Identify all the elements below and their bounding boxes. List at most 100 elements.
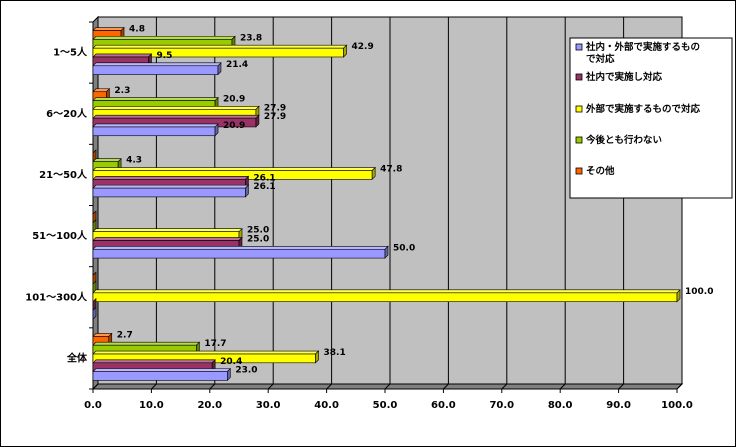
- bar-top-face: [92, 106, 260, 110]
- legend-label: 社内で実施し対応: [585, 71, 663, 83]
- data-label: 20.9: [223, 95, 245, 105]
- data-label: 9.5: [156, 51, 172, 61]
- x-tick-label: 40.0: [314, 400, 339, 411]
- bar-side-face: [92, 306, 97, 320]
- data-label: 100.0: [685, 287, 713, 297]
- bar-top-face: [92, 228, 243, 232]
- bar-top-face: [92, 123, 219, 128]
- floor-gridline: [443, 383, 449, 390]
- x-tick-label: 10.0: [139, 400, 164, 411]
- bar-side-face: [245, 184, 249, 198]
- x-tick-label: 60.0: [431, 400, 456, 411]
- bar[interactable]: [92, 371, 228, 381]
- bar-side-face: [676, 289, 681, 303]
- x-tick-label: 0.0: [84, 400, 102, 411]
- x-tick-label: 100.0: [661, 400, 693, 411]
- floor-gridline: [92, 383, 99, 390]
- x-tick-label: 20.0: [197, 400, 222, 411]
- bar-top-face: [92, 289, 681, 294]
- legend-label: 外部で実施するもので対応: [585, 103, 701, 115]
- data-label: 26.1: [253, 173, 275, 183]
- legend-swatch: [575, 136, 583, 144]
- x-tick-label: 70.0: [489, 400, 514, 411]
- floor-gridline: [559, 383, 566, 390]
- category-label: 51～100人: [32, 229, 88, 242]
- data-label: 20.4: [220, 357, 242, 367]
- bar-top-face: [92, 184, 250, 189]
- legend-swatch: [575, 73, 583, 81]
- data-label: 47.8: [380, 165, 402, 175]
- data-label: 27.9: [264, 103, 286, 113]
- bar-top-face: [92, 237, 243, 241]
- legend-swatch: [575, 105, 583, 113]
- data-label: 42.9: [352, 42, 374, 52]
- legend-label-cont: で対応: [586, 53, 615, 65]
- x-tick-label: 30.0: [256, 400, 281, 411]
- data-label: 4.8: [129, 25, 145, 35]
- bar[interactable]: [92, 126, 216, 137]
- legend-box: [569, 37, 733, 199]
- bar-top-face: [92, 167, 376, 171]
- data-label: 23.0: [235, 366, 257, 376]
- x-tick-label: 50.0: [373, 400, 398, 411]
- data-label: 50.0: [393, 243, 415, 253]
- bar-top-face: [92, 176, 250, 180]
- bar-top-face: [92, 44, 348, 49]
- category-label: 21～50人: [39, 168, 88, 181]
- legend-label: その他: [586, 165, 615, 177]
- bar-top-face: [92, 341, 201, 346]
- bar-side-face: [384, 245, 389, 259]
- data-label: 20.9: [223, 121, 245, 131]
- bar-top-face: [92, 27, 125, 31]
- data-label: 26.1: [253, 182, 275, 192]
- data-label: 25.0: [247, 234, 269, 244]
- category-label: 6～20人: [46, 107, 88, 120]
- bar-side-face: [214, 123, 219, 137]
- bar-top-face: [92, 62, 222, 67]
- legend-label: 社内・外部で実施するもの: [585, 41, 700, 53]
- bar-top-face: [92, 368, 232, 372]
- x-tick-label: 80.0: [548, 400, 573, 411]
- data-label: 25.0: [247, 226, 269, 236]
- x-tick-label: 90.0: [606, 400, 631, 411]
- category-label: 全体: [66, 351, 88, 364]
- data-label: 17.7: [204, 339, 226, 349]
- floor-gridline: [384, 383, 391, 390]
- data-label: 23.8: [240, 33, 262, 43]
- data-label: 4.3: [126, 156, 142, 166]
- data-label: 2.7: [117, 330, 133, 340]
- bar-side-face: [315, 350, 319, 364]
- data-label: 21.4: [226, 60, 248, 70]
- data-label: 27.9: [264, 112, 286, 122]
- category-label: 101～300人: [25, 290, 88, 303]
- bar-side-face: [371, 166, 376, 181]
- bar-top-face: [92, 245, 389, 250]
- bar-top-face: [92, 97, 219, 101]
- legend-swatch: [575, 43, 583, 51]
- bar-top-face: [92, 359, 216, 364]
- bar-side-face: [343, 44, 347, 58]
- bar-side-face: [255, 114, 260, 128]
- floor-gridline: [151, 383, 157, 390]
- data-label: 38.1: [324, 348, 346, 358]
- floor-gridline: [618, 383, 624, 390]
- floor-gridline: [501, 383, 508, 390]
- data-label: 2.3: [114, 86, 130, 96]
- floor-gridline: [267, 383, 274, 390]
- category-label: 1～5人: [53, 46, 88, 59]
- bar[interactable]: [92, 248, 386, 259]
- bar-side-face: [217, 62, 222, 76]
- bar-side-face: [227, 367, 231, 382]
- bar-top-face: [92, 53, 153, 58]
- floor-gridline: [676, 383, 683, 390]
- bar-top-face: [92, 158, 122, 163]
- bar-top-face: [92, 114, 260, 119]
- bar[interactable]: [92, 187, 246, 198]
- bar-top-face: [92, 36, 236, 40]
- legend-label: 今後とも行わない: [585, 134, 662, 146]
- bar[interactable]: [92, 65, 219, 75]
- floor-gridline: [326, 383, 332, 390]
- bar[interactable]: [92, 292, 678, 302]
- legend-swatch: [575, 167, 583, 175]
